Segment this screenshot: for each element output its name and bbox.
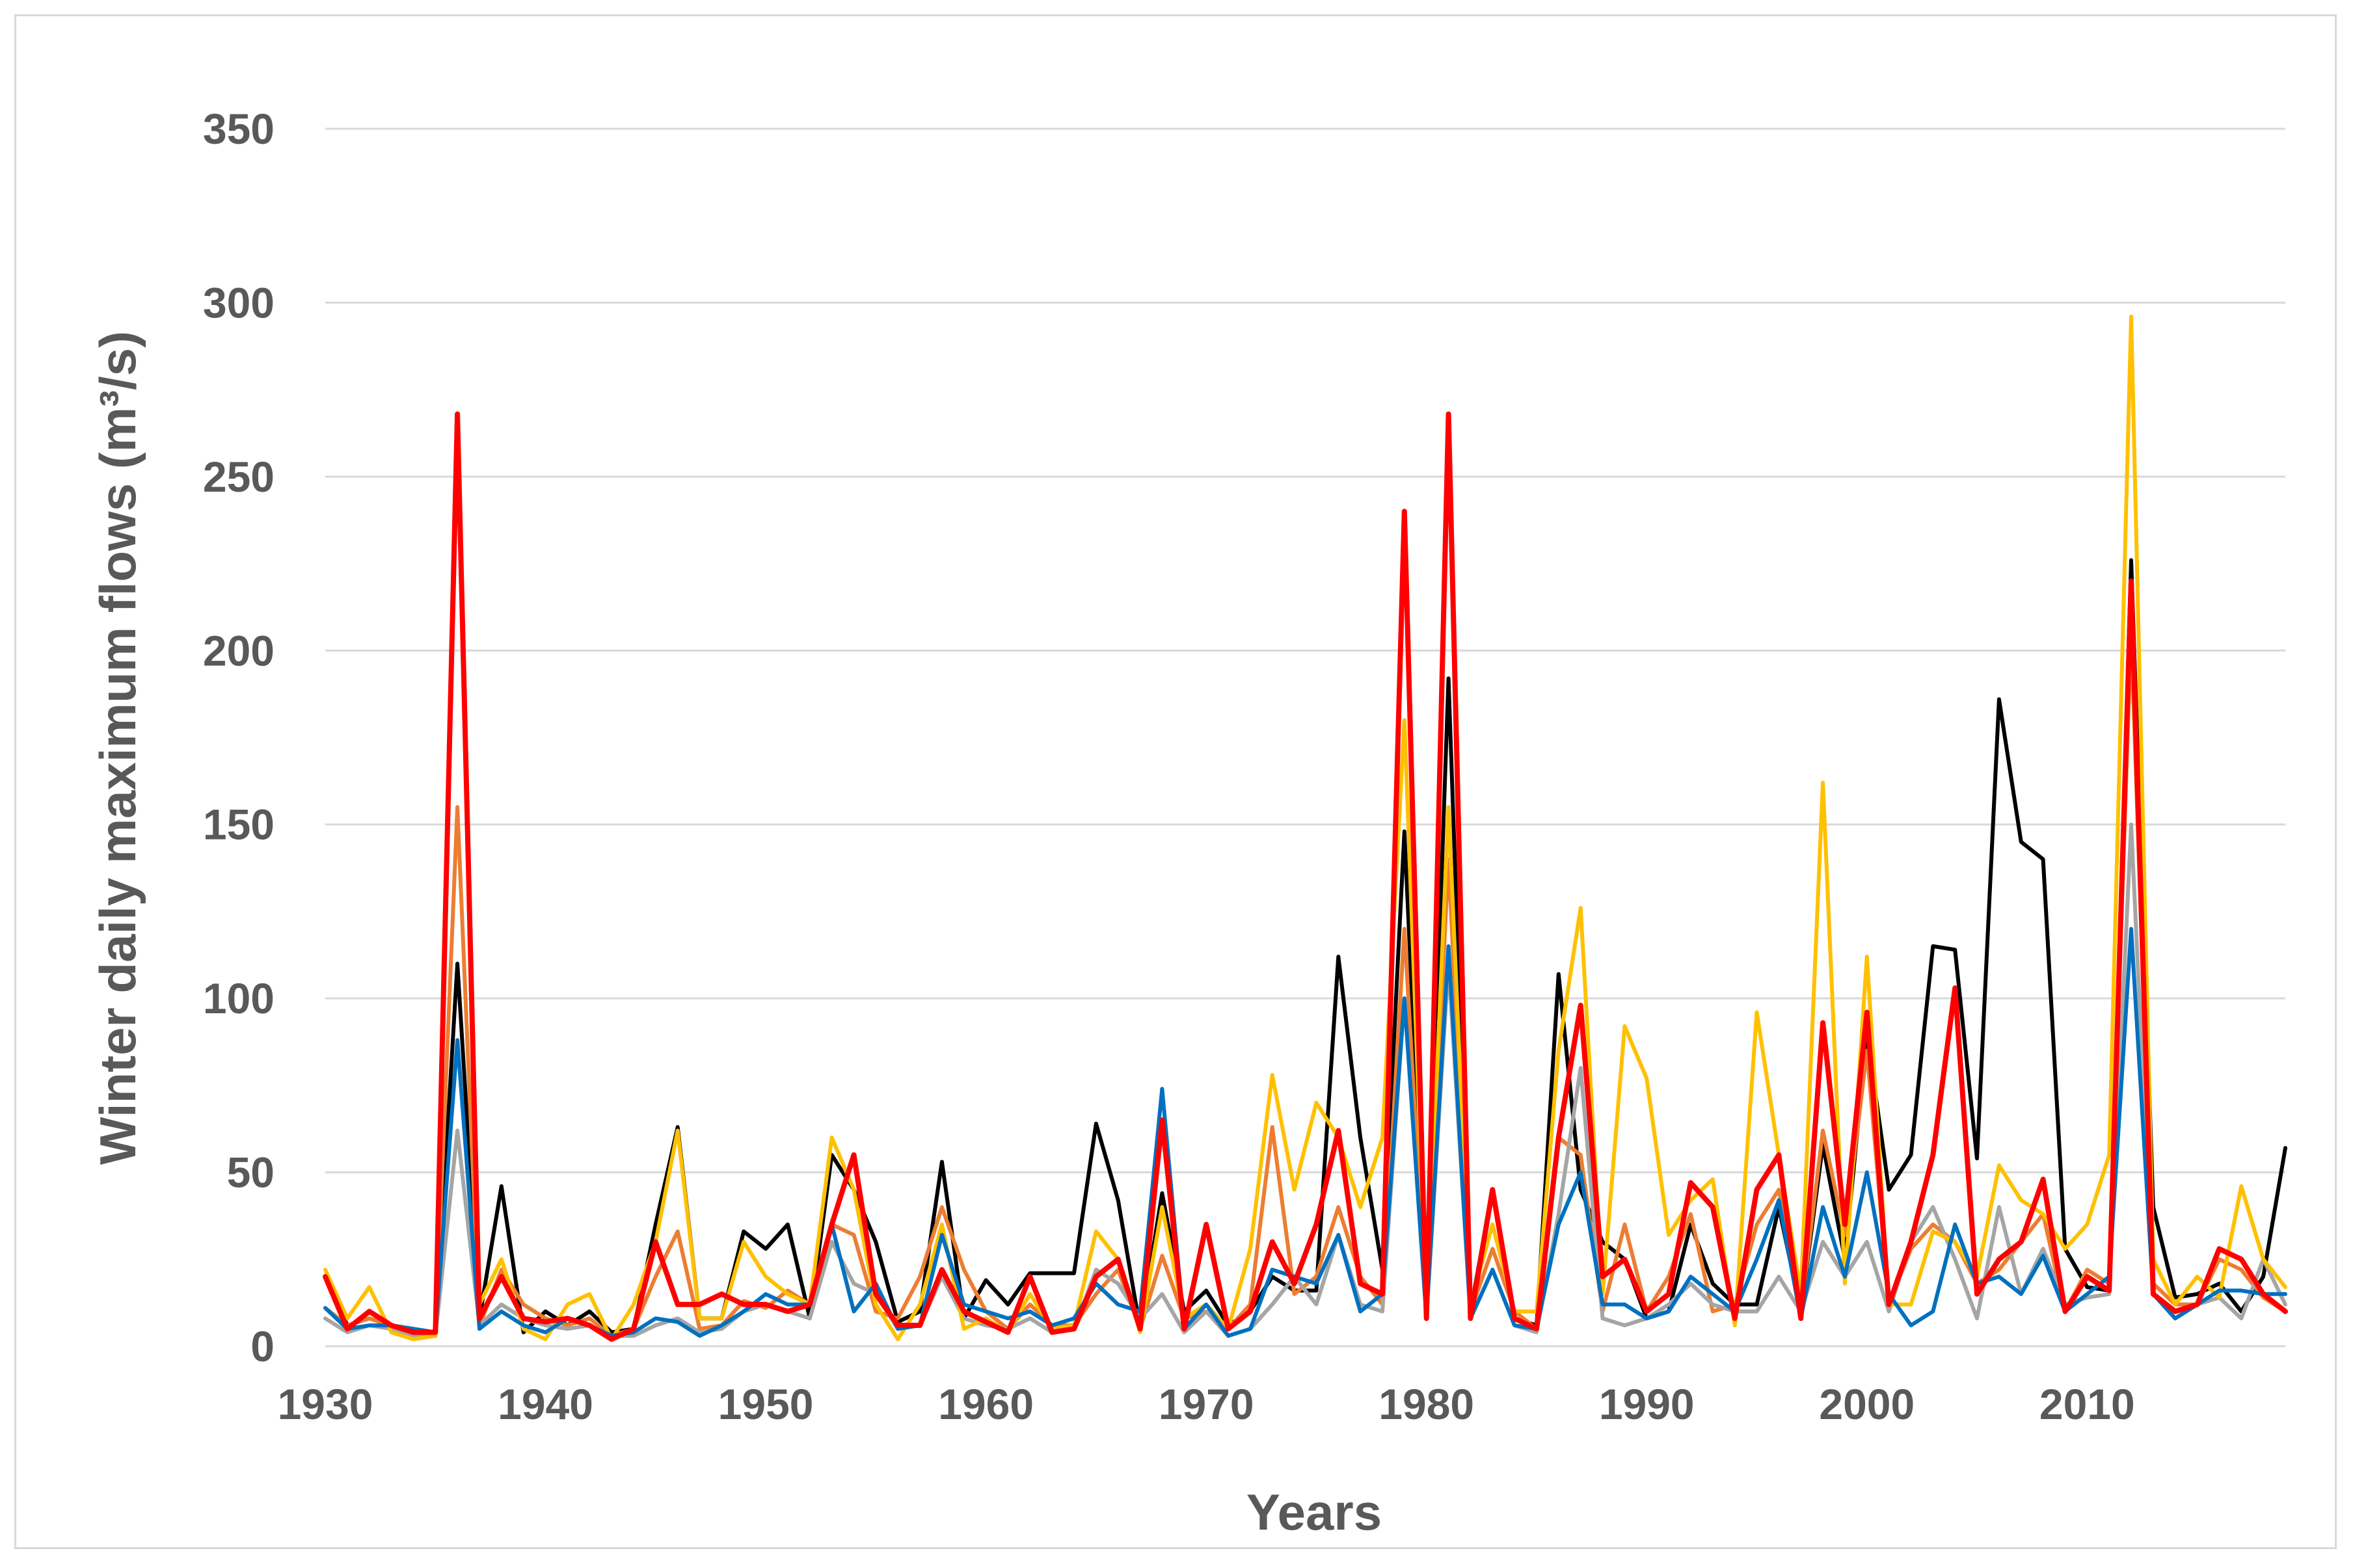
chart-frame: [14, 14, 2337, 1549]
series-lines: [323, 314, 2288, 1342]
y-tick-label: 150: [203, 801, 275, 849]
x-tick-label: 1970: [1159, 1380, 1254, 1428]
x-axis-title: Years: [1246, 1483, 1382, 1541]
y-tick-label: 250: [203, 453, 275, 501]
y-tick-label: 200: [203, 626, 275, 674]
y-tick-label: 350: [203, 105, 275, 153]
x-tick-label: 2000: [1819, 1380, 1915, 1428]
y-axis-title: Winter daily maximum flows (m³/s): [89, 331, 146, 1165]
x-tick-label: 1930: [278, 1380, 373, 1428]
y-tick-label: 0: [250, 1322, 275, 1370]
series-line-3: [323, 822, 2287, 1338]
y-tick-label: 300: [203, 278, 275, 326]
y-tick-label: 100: [203, 974, 275, 1022]
gridlines: [325, 127, 2285, 1348]
x-tick-label: 1990: [1599, 1380, 1695, 1428]
series-line-5: [323, 927, 2287, 1338]
series-line-2: [323, 631, 2287, 1338]
x-tick-label: 1960: [938, 1380, 1034, 1428]
x-tick-label: 2010: [2039, 1380, 2135, 1428]
x-tick-label: 1940: [498, 1380, 593, 1428]
series-line-1: [323, 558, 2287, 1335]
y-tick-label: 50: [227, 1149, 275, 1197]
y-tick-labels: 0 50 100 150 200 250 300 350: [203, 105, 275, 1370]
series-line-6: [323, 411, 2288, 1342]
x-tick-labels: 1930 1940 1950 1960 1970 1980 1990 2000 2010: [278, 1380, 2135, 1428]
x-tick-label: 1950: [718, 1380, 814, 1428]
x-tick-label: 1980: [1378, 1380, 1474, 1428]
